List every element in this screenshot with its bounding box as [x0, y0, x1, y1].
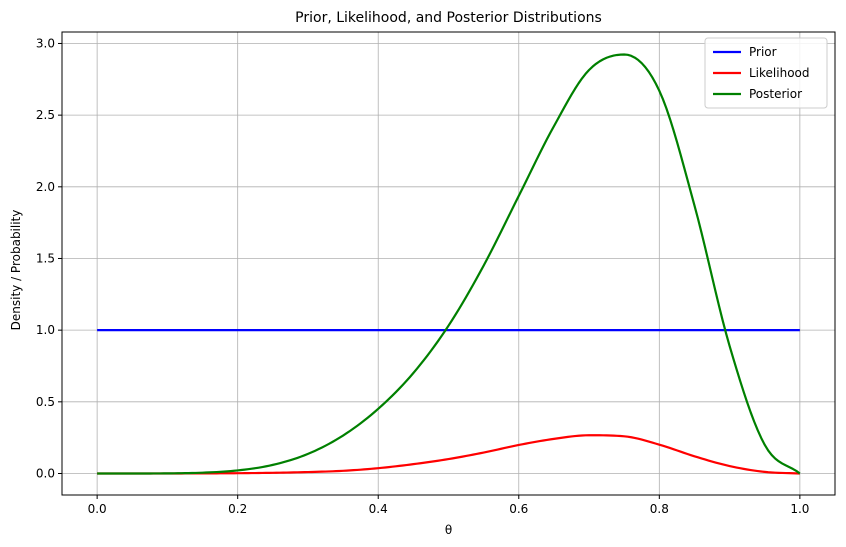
legend: Prior Likelihood Posterior: [704, 37, 828, 109]
y-axis-label: Density / Probability: [9, 210, 23, 331]
y-tick-label: 1.0: [36, 323, 55, 337]
x-tick-label: 0.2: [228, 502, 247, 516]
x-tick-label: 0.8: [650, 502, 669, 516]
legend-label-posterior: Posterior: [749, 87, 802, 101]
legend-box: [704, 37, 828, 109]
y-tick-label: 3.0: [36, 36, 55, 50]
x-tick-label: 0.6: [509, 502, 528, 516]
series-line-likelihood: [97, 434, 800, 475]
x-tick-label: 1.0: [790, 502, 809, 516]
y-tick-label: 2.0: [36, 180, 55, 194]
y-tick-label: 0.0: [36, 466, 55, 480]
plot-frame: [61, 31, 836, 496]
y-tick-label: 2.5: [36, 108, 55, 122]
chart-title: Prior, Likelihood, and Posterior Distrib…: [295, 10, 602, 26]
series-line-posterior: [97, 53, 801, 475]
x-tick-label: 0.0: [88, 502, 107, 516]
y-tick-label: 0.5: [36, 395, 55, 409]
legend-label-prior: Prior: [749, 45, 777, 59]
legend-label-likelihood: Likelihood: [749, 66, 810, 80]
y-tick-label: 1.5: [36, 251, 55, 265]
x-tick-label: 0.4: [369, 502, 388, 516]
x-axis-label: θ: [445, 523, 452, 537]
y-axis: 0.0 0.5 1.0 1.5 2.0 2.5 3.0: [36, 36, 62, 480]
x-axis: 0.0 0.2 0.4 0.6 0.8 1.0: [88, 495, 809, 516]
plot-series: [97, 53, 801, 475]
